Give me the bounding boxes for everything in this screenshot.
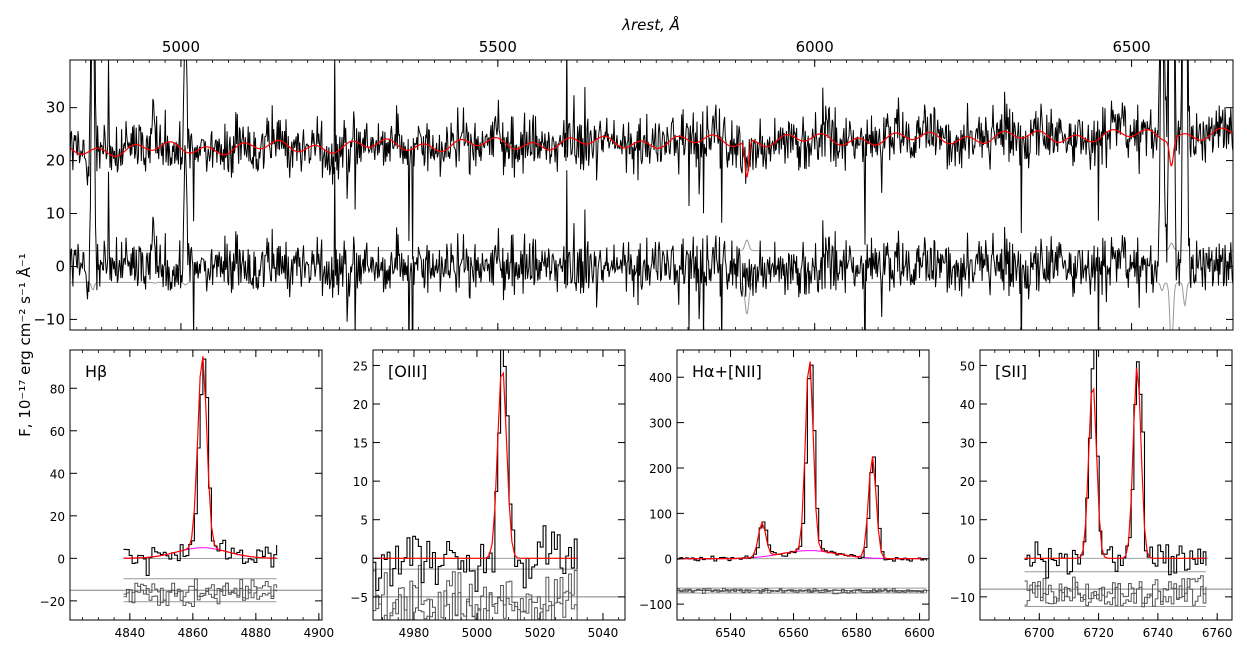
model-line	[373, 371, 578, 559]
x-tick-label: 4900	[304, 626, 335, 640]
y-tick-label: 40	[960, 398, 975, 412]
axes-frame	[979, 349, 1233, 621]
residual-spectrum	[70, 60, 1233, 330]
x-tick-label: 4980	[399, 626, 430, 640]
panel-hbeta: 4840 4860 4880 4900 −20 0 20 40 60 80 Hβ	[40, 349, 335, 640]
x-tick-label: 5000	[162, 38, 200, 56]
x-tick-label: 6760	[1202, 626, 1233, 640]
plot-area	[70, 356, 322, 607]
model-spectrum	[70, 127, 1233, 178]
observed-line	[1024, 350, 1207, 579]
x-tick-label: 6000	[796, 38, 834, 56]
y-tick-label: 400	[649, 371, 672, 385]
y-tick-label: 30	[960, 437, 975, 451]
residual-line	[373, 564, 578, 620]
x-tick-label: 6580	[841, 626, 872, 640]
x-tick-label: 5020	[525, 626, 556, 640]
axes-frame	[372, 349, 626, 621]
y-tick-label: 60	[50, 425, 65, 439]
axes-frame	[69, 59, 1234, 331]
x-tick-label: 6600	[904, 626, 935, 640]
panel-oiii: 4980 5000 5020 5040 −5 0 5 10 15 20 25 [OIII]	[350, 349, 626, 640]
y-tick-label: 200	[649, 462, 672, 476]
axes-frame	[676, 349, 930, 621]
y-tick-label: −20	[40, 595, 65, 609]
plot-area	[677, 361, 929, 595]
y-tick-label: 30	[46, 99, 65, 117]
y-tick-label: 0	[55, 257, 65, 275]
panel-title: Hβ	[85, 362, 107, 381]
plot-area	[980, 350, 1232, 608]
observed-spectrum	[70, 60, 1233, 260]
y-tick-label: 0	[664, 553, 672, 567]
y-tick-label: 0	[360, 552, 368, 566]
observed-line	[373, 350, 578, 592]
x-tick-label: 6560	[778, 626, 809, 640]
figure-ylabel: F, 10⁻¹⁷ erg cm⁻² s⁻¹ Å⁻¹	[15, 253, 34, 437]
panel-sii: 6700 6720 6740 6760 −10 0 10 20 30 40 50 [SII]	[950, 349, 1233, 640]
x-tick-label: 5000	[462, 626, 493, 640]
residual-line-2	[677, 587, 927, 595]
y-tick-label: 80	[50, 382, 65, 396]
x-tick-label: 6700	[1024, 626, 1055, 640]
x-tick-label: 6720	[1083, 626, 1114, 640]
error-upper-line	[70, 239, 1233, 252]
panel-halpha-nii: 6540 6560 6580 6600 −100 0 100 200 300 400 Hα+[NII…	[639, 349, 935, 640]
y-tick-label: 10	[960, 514, 975, 528]
y-tick-label: 10	[353, 475, 368, 489]
panel-title: Hα+[NII]	[692, 362, 762, 381]
y-tick-label: 20	[46, 152, 65, 170]
error-lower-line	[70, 281, 1233, 330]
residual-line-2	[123, 578, 278, 607]
x-tick-label: 4840	[115, 626, 146, 640]
panel-title: [SII]	[995, 362, 1027, 381]
model-line	[677, 361, 927, 560]
y-tick-label: −10	[33, 310, 65, 328]
y-tick-label: 20	[353, 398, 368, 412]
x-tick-label: 5040	[588, 626, 619, 640]
plot-area	[70, 60, 1233, 330]
x-tick-label: 5500	[479, 38, 517, 56]
y-tick-label: 0	[967, 552, 975, 566]
observed-line	[677, 364, 928, 562]
x-tick-label: 6540	[715, 626, 746, 640]
plot-area	[373, 350, 625, 620]
y-tick-label: 100	[649, 507, 672, 521]
y-tick-label: 300	[649, 417, 672, 431]
y-tick-label: 5	[360, 514, 368, 528]
y-tick-label: −5	[350, 591, 368, 605]
y-tick-label: −100	[639, 598, 672, 612]
y-tick-label: −10	[950, 591, 975, 605]
top-xlabel: λrest, Å	[621, 15, 680, 34]
y-tick-label: 40	[50, 467, 65, 481]
model-line	[1024, 367, 1206, 559]
axes-frame	[69, 349, 323, 621]
y-tick-label: 10	[46, 205, 65, 223]
panel-title: [OIII]	[388, 362, 427, 381]
panel-full-spectrum: 5000 5500 6000 6500 −10 0 10 20 30	[33, 38, 1234, 331]
residual-line-2	[1024, 576, 1207, 607]
x-tick-label: 4860	[178, 626, 209, 640]
x-tick-label: 6740	[1143, 626, 1174, 640]
model-line	[123, 356, 277, 559]
y-tick-label: 20	[960, 475, 975, 489]
x-tick-label: 6500	[1113, 38, 1151, 56]
x-tick-label: 4880	[241, 626, 272, 640]
y-tick-label: 50	[960, 359, 975, 373]
y-tick-label: 0	[57, 552, 65, 566]
y-tick-label: 25	[353, 359, 368, 373]
y-tick-label: 20	[50, 510, 65, 524]
y-tick-label: 15	[353, 437, 368, 451]
